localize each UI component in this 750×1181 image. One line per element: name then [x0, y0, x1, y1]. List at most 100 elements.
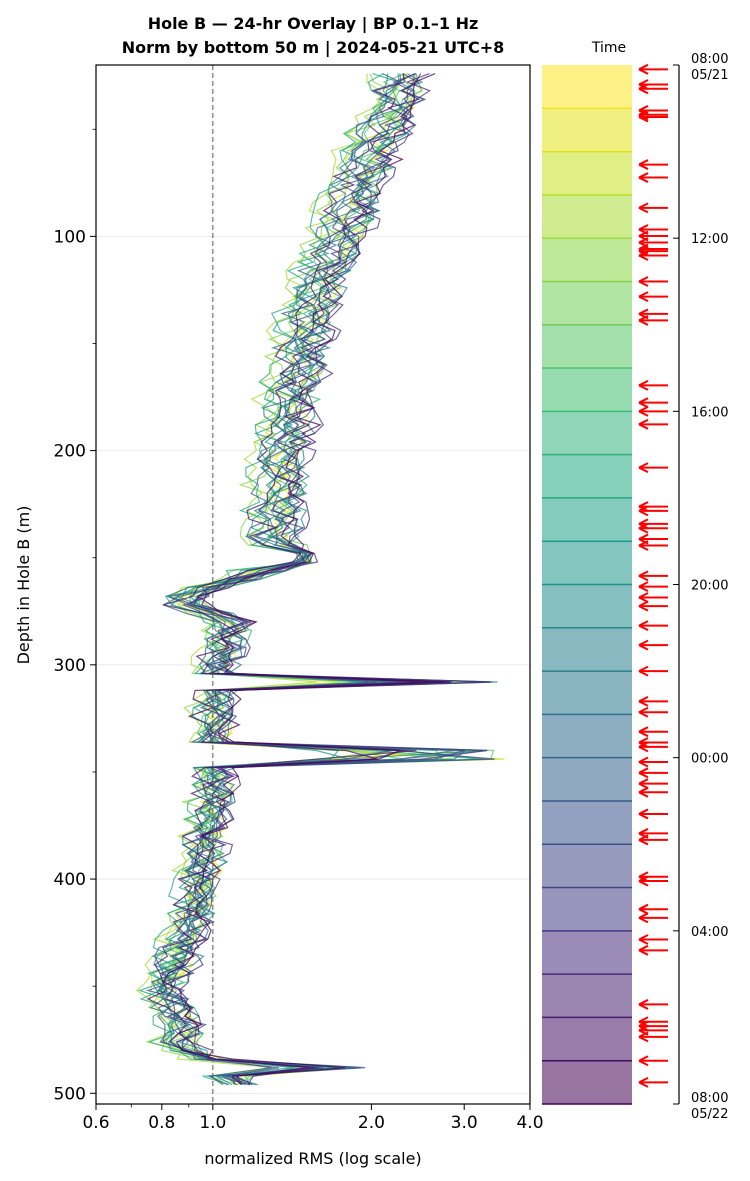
time-tick-label: 08:00 [691, 52, 728, 67]
chart-title-line1: Hole B — 24-hr Overlay | BP 0.1–1 Hz [148, 14, 479, 34]
time-tick-label: 12:00 [691, 232, 728, 247]
event-marker-12 [638, 237, 668, 248]
x-tick-label: 0.8 [148, 1113, 175, 1133]
colorbar-band [542, 671, 632, 715]
series-line-18 [145, 73, 465, 1086]
event-marker-48 [638, 828, 668, 839]
event-marker-45 [638, 778, 668, 790]
time-tick-label: 04:00 [691, 925, 728, 940]
time-tick-label: 08:00 [691, 1091, 728, 1106]
colorbar-band [542, 800, 632, 845]
event-marker-head [638, 418, 649, 430]
event-marker-head [638, 934, 649, 945]
event-marker-18 [638, 308, 668, 320]
time-tick-label: 00:00 [691, 752, 728, 767]
event-marker-head [638, 665, 649, 677]
event-marker-head [638, 944, 649, 956]
x-axis-label: normalized RMS (log scale) [204, 1149, 421, 1168]
event-marker-7 [638, 159, 668, 170]
colorbar-band [542, 108, 632, 152]
event-marker-head [638, 834, 649, 846]
gridlines [96, 235, 530, 1094]
colorbar-band [542, 627, 632, 672]
colorbar-band [542, 1060, 632, 1104]
event-marker-55 [638, 944, 668, 956]
event-marker-21 [638, 397, 668, 409]
event-marker-43 [638, 756, 668, 768]
event-marker-head [638, 726, 649, 738]
colorbar-band [542, 887, 632, 931]
event-marker-15 [638, 250, 668, 261]
colorbar-band [542, 411, 632, 455]
series-line-23 [146, 73, 430, 1086]
event-marker-head [638, 620, 649, 632]
event-marker-24 [638, 462, 668, 474]
event-marker-head [638, 522, 649, 534]
event-marker-head [638, 767, 649, 779]
event-marker-head [638, 639, 649, 651]
event-marker-10 [638, 224, 668, 235]
event-marker-56 [638, 999, 668, 1010]
event-marker-head [638, 397, 649, 409]
y-tick-label: 200 [54, 442, 86, 462]
event-marker-39 [638, 706, 668, 718]
event-markers [638, 63, 668, 1088]
event-marker-head [638, 903, 649, 915]
event-marker-head [638, 706, 649, 718]
event-marker-30 [638, 540, 668, 551]
y-axis: 100 200 300 400 500 [54, 128, 96, 1104]
event-marker-32 [638, 581, 668, 593]
event-marker-head [638, 202, 649, 214]
event-marker-42 [638, 741, 668, 753]
event-marker-head [638, 111, 649, 123]
event-marker-head [638, 912, 649, 924]
event-marker-23 [638, 418, 668, 430]
series-line-24 [162, 73, 451, 1086]
x-tick-label: 2.0 [358, 1113, 385, 1133]
event-marker-20 [638, 379, 668, 391]
event-marker-head [638, 695, 649, 707]
event-marker-59 [638, 1025, 668, 1036]
event-marker-51 [638, 875, 668, 887]
plot-frame [95, 64, 531, 1105]
event-marker-head [638, 778, 649, 790]
event-marker-6 [638, 111, 668, 123]
event-marker-head [638, 405, 649, 417]
event-marker-head [638, 505, 649, 517]
series-line-16 [157, 73, 467, 1086]
event-marker-47 [638, 808, 668, 820]
colorbar-band [542, 194, 632, 239]
colorbar-band [542, 65, 632, 109]
event-marker-29 [638, 533, 668, 545]
event-marker-61 [638, 1055, 668, 1067]
colorbar-band [542, 584, 632, 628]
event-marker-46 [638, 786, 668, 798]
colorbar-band [542, 541, 632, 585]
event-marker-head [638, 741, 649, 753]
y-tick-label: 300 [54, 656, 86, 676]
colorbar-band [542, 714, 632, 758]
x-tick-label: 1.0 [199, 1113, 226, 1133]
chart-title: Hole B — 24-hr Overlay | BP 0.1–1 Hz Nor… [122, 14, 505, 58]
event-marker-26 [638, 505, 668, 517]
event-marker-34 [638, 600, 668, 612]
event-marker-33 [638, 592, 668, 603]
time-tick-label: 20:00 [691, 579, 728, 594]
event-marker-38 [638, 695, 668, 707]
event-marker-31 [638, 570, 668, 582]
event-marker-44 [638, 767, 668, 779]
y-tick-label: 100 [54, 227, 86, 247]
event-marker-1 [638, 63, 668, 75]
event-marker-54 [638, 934, 668, 945]
colorbar-band [542, 324, 632, 369]
event-marker-head [638, 83, 649, 95]
event-marker-37 [638, 665, 668, 677]
event-marker-head [638, 999, 649, 1010]
event-marker-head [638, 756, 649, 768]
event-marker-head [638, 540, 649, 551]
series-line-3 [149, 73, 505, 1085]
time-tick-sublabel: 05/22 [691, 1107, 728, 1122]
event-marker-head [638, 63, 649, 75]
event-marker-40 [638, 726, 668, 738]
